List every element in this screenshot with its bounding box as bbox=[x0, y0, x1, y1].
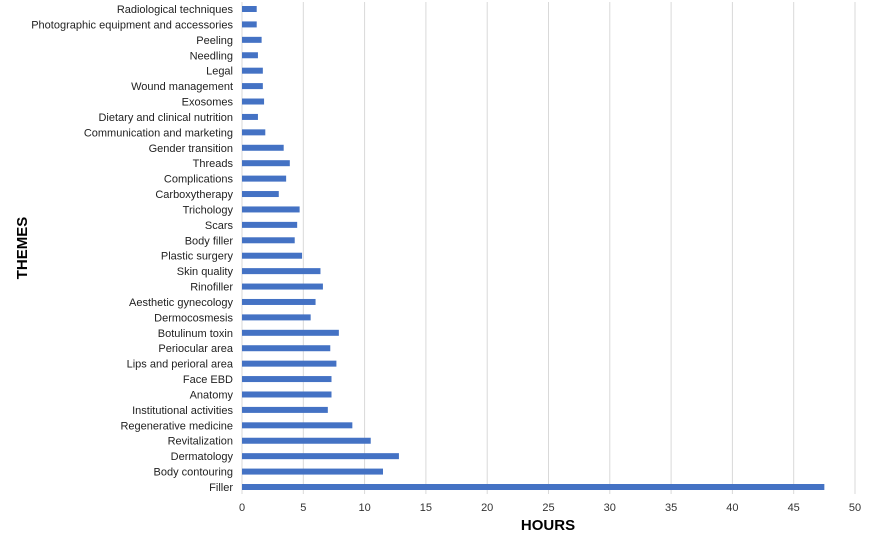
x-tick-label: 20 bbox=[481, 502, 493, 514]
category-label: Carboxytherapy bbox=[155, 189, 233, 201]
category-label: Radiological techniques bbox=[117, 4, 234, 16]
category-label: Dermocosmesis bbox=[154, 312, 233, 324]
bar bbox=[242, 144, 284, 151]
category-label: Plastic surgery bbox=[161, 251, 234, 263]
bar bbox=[242, 391, 332, 398]
bar bbox=[242, 36, 262, 43]
category-label: Periocular area bbox=[158, 343, 233, 355]
category-label: Lips and perioral area bbox=[127, 359, 234, 371]
bar bbox=[242, 484, 825, 490]
category-label: Wound management bbox=[131, 81, 233, 93]
x-tick-label: 45 bbox=[788, 502, 800, 514]
bar bbox=[242, 329, 339, 336]
bar bbox=[242, 6, 257, 12]
bar bbox=[242, 113, 258, 120]
bar bbox=[242, 298, 316, 305]
x-tick-label: 40 bbox=[726, 502, 738, 514]
x-tick-label: 50 bbox=[849, 502, 861, 514]
category-label: Regenerative medicine bbox=[120, 420, 233, 432]
category-label: Revitalization bbox=[168, 436, 233, 448]
bar bbox=[242, 21, 257, 28]
bar bbox=[242, 206, 300, 213]
category-label: Scars bbox=[205, 220, 234, 232]
category-label: Face EBD bbox=[183, 374, 233, 386]
bar bbox=[242, 314, 311, 321]
x-tick-label: 25 bbox=[542, 502, 554, 514]
bar bbox=[242, 83, 263, 90]
bar bbox=[242, 252, 303, 259]
x-tick-label: 15 bbox=[420, 502, 432, 514]
category-label: Legal bbox=[206, 66, 233, 78]
bar bbox=[242, 376, 332, 383]
category-label: Gender transition bbox=[149, 143, 233, 155]
bar bbox=[242, 268, 321, 275]
bar bbox=[242, 160, 290, 167]
bar bbox=[242, 191, 279, 198]
bar bbox=[242, 468, 383, 475]
category-label: Skin quality bbox=[177, 266, 234, 278]
bar bbox=[242, 406, 328, 413]
category-label: Exosomes bbox=[182, 97, 234, 109]
category-label: Body contouring bbox=[154, 467, 234, 479]
bar bbox=[242, 221, 298, 228]
x-tick-label: 30 bbox=[604, 502, 616, 514]
category-label: Aesthetic gynecology bbox=[129, 297, 233, 309]
bars bbox=[242, 6, 825, 490]
bar bbox=[242, 67, 263, 74]
x-axis-title: HOURS bbox=[521, 517, 575, 534]
bar bbox=[242, 237, 295, 244]
category-label: Dietary and clinical nutrition bbox=[98, 112, 233, 124]
category-label: Needling bbox=[190, 50, 233, 62]
category-label: Anatomy bbox=[190, 389, 234, 401]
category-label: Complications bbox=[164, 174, 234, 186]
bar bbox=[242, 360, 337, 367]
category-label: Dermatology bbox=[171, 451, 234, 463]
bar bbox=[242, 345, 331, 352]
category-label: Rinofiller bbox=[190, 282, 233, 294]
bar bbox=[242, 98, 265, 105]
bar bbox=[242, 283, 323, 290]
x-tick-label: 0 bbox=[239, 502, 245, 514]
x-tick-label: 10 bbox=[358, 502, 370, 514]
category-label: Photographic equipment and accessories bbox=[31, 19, 233, 31]
x-tick-label: 5 bbox=[300, 502, 306, 514]
bar bbox=[242, 129, 266, 136]
category-labels: Radiological techniques Photographic equi… bbox=[31, 4, 234, 494]
category-label: Peeling bbox=[196, 35, 233, 47]
bar bbox=[242, 175, 287, 182]
x-tick-label: 35 bbox=[665, 502, 677, 514]
category-label: Communication and marketing bbox=[84, 127, 233, 139]
bar bbox=[242, 52, 258, 59]
category-label: Body filler bbox=[185, 235, 234, 247]
category-label: Botulinum toxin bbox=[158, 328, 233, 340]
category-label: Institutional activities bbox=[132, 405, 233, 417]
category-label: Threads bbox=[193, 158, 234, 170]
bar bbox=[242, 437, 371, 444]
y-axis-title: THEMES bbox=[14, 217, 31, 280]
bar bbox=[242, 422, 353, 429]
bar bbox=[242, 453, 399, 460]
gridlines bbox=[241, 2, 856, 494]
category-label: Trichology bbox=[183, 204, 234, 216]
x-tick-labels: 0 5 10 15 20 25 30 35 40 45 50 bbox=[239, 502, 861, 514]
category-label: Filler bbox=[209, 482, 233, 494]
